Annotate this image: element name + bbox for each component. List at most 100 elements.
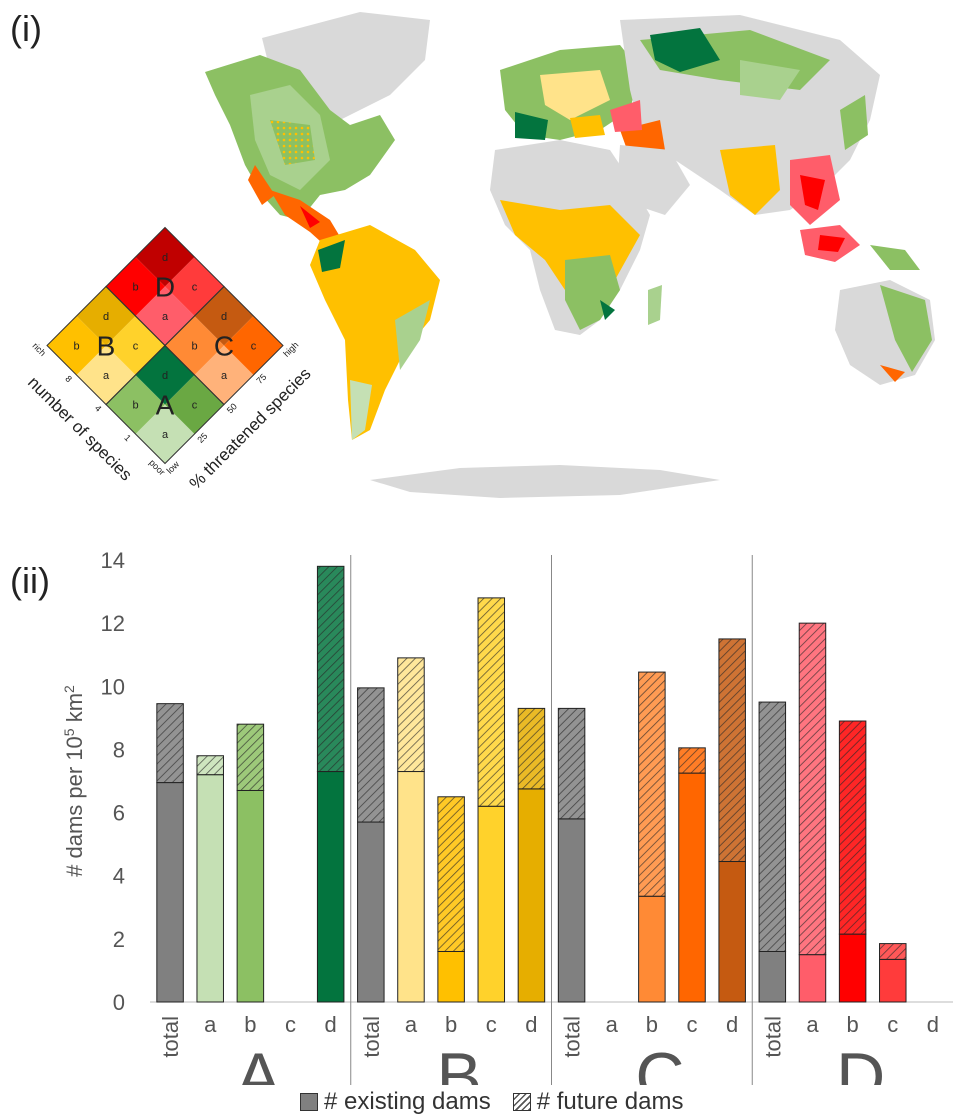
legend-cell-label-C-a: a — [221, 370, 228, 382]
x-group-label-C: C — [635, 1039, 684, 1085]
legend-existing-label: # existing dams — [324, 1088, 491, 1115]
y-tick-label: 10 — [101, 674, 125, 699]
bar-future-C-d — [718, 638, 746, 863]
legend-cell-label-B-a: a — [103, 370, 110, 382]
chart-bars — [156, 565, 907, 1003]
map-south-america — [310, 225, 440, 440]
bar-existing-A-a — [196, 774, 224, 1003]
legend-existing: # existing dams — [300, 1088, 491, 1116]
map-antarctica — [370, 465, 720, 498]
legend-cell-label-D-d: d — [162, 252, 168, 264]
legend-cell-label-D-b: b — [132, 282, 138, 294]
bar-existing-C-c — [678, 772, 706, 1003]
bar-existing-A-b — [236, 789, 265, 1003]
legend-cell-label-B-d: d — [103, 311, 109, 323]
bar-future-A-d — [316, 565, 345, 773]
legend-cell-label-A-d: d — [162, 370, 168, 382]
legend-cell-label-D-a: a — [162, 311, 169, 323]
bar-future-B-c — [477, 597, 506, 807]
bar-existing-D-c — [879, 958, 907, 1003]
x-category-label: a — [204, 1012, 217, 1037]
y-tick-label: 2 — [113, 927, 125, 952]
bar-existing-A-total — [156, 782, 184, 1003]
legend-cell-label-A-a: a — [162, 429, 169, 441]
bar-existing-C-d — [718, 861, 746, 1003]
left-axis-tick: 8 — [63, 374, 74, 385]
right-axis-tick: 25 — [195, 431, 209, 445]
x-category-label: c — [486, 1012, 497, 1037]
bar-future-A-a — [196, 755, 224, 776]
legend-cell-label-B-b: b — [73, 341, 79, 353]
legend-cell-label-A-b: b — [132, 400, 138, 412]
legend-group-outline-D — [105, 226, 225, 347]
left-axis-tick: 4 — [93, 403, 104, 414]
right-axis-tick: high — [281, 340, 300, 359]
x-category-label: a — [806, 1012, 819, 1037]
bar-existing-B-c — [477, 805, 506, 1003]
x-category-label: d — [726, 1012, 738, 1037]
bar-future-A-total — [156, 703, 184, 784]
bar-existing-B-b — [437, 950, 465, 1003]
y-tick-label: 6 — [113, 801, 125, 826]
x-category-label: a — [606, 1012, 619, 1037]
bar-future-D-a — [798, 622, 827, 956]
bar-future-A-b — [236, 723, 265, 791]
y-tick-label: 8 — [113, 737, 125, 762]
bar-existing-B-d — [517, 788, 546, 1003]
bar-existing-B-a — [397, 771, 425, 1003]
x-category-label: b — [445, 1012, 457, 1037]
x-category-label: b — [244, 1012, 256, 1037]
bar-future-B-b — [437, 796, 465, 952]
legend-cell-label-A-c: c — [192, 400, 198, 412]
legend-group-label-C: C — [214, 331, 234, 362]
legend-cell-label-B-c: c — [133, 341, 139, 353]
y-tick-label: 0 — [113, 990, 125, 1015]
x-category-label: b — [847, 1012, 859, 1037]
x-category-label: total — [760, 1016, 785, 1058]
legend-existing-swatch — [300, 1093, 318, 1111]
bar-future-B-d — [517, 707, 546, 790]
x-category-label: total — [560, 1016, 585, 1058]
bar-existing-A-d — [316, 771, 345, 1003]
y-tick-label: 14 — [101, 548, 125, 573]
legend-future-swatch — [512, 1093, 531, 1111]
x-category-label: a — [405, 1012, 418, 1037]
legend-cell-label-C-b: b — [191, 341, 197, 353]
legend-cell-label-D-c: c — [192, 282, 198, 294]
bar-future-D-total — [758, 701, 787, 952]
bar-existing-D-a — [798, 954, 827, 1003]
x-category-label: b — [646, 1012, 658, 1037]
map-continents — [205, 12, 935, 498]
chart-legend: # existing dams # future dams — [300, 1088, 684, 1116]
x-category-label: total — [359, 1016, 384, 1058]
left-axis-tick: 1 — [122, 433, 133, 444]
legend-group-label-B: B — [97, 331, 116, 362]
x-group-label-D: D — [836, 1039, 885, 1085]
x-category-label: c — [887, 1012, 898, 1037]
bar-future-B-a — [397, 657, 425, 773]
x-category-label: d — [927, 1012, 939, 1037]
bar-future-C-b — [638, 671, 666, 897]
x-category-label: c — [285, 1012, 296, 1037]
bar-existing-C-b — [638, 895, 666, 1003]
right-axis-tick: 75 — [254, 372, 268, 386]
bar-future-D-c — [879, 943, 907, 960]
bar-future-B-total — [357, 687, 385, 823]
bar-existing-D-total — [758, 950, 787, 1003]
x-group-label-A: A — [236, 1039, 282, 1085]
bar-existing-B-total — [357, 821, 385, 1003]
y-tick-label: 12 — [101, 611, 125, 636]
legend-group-label-D: D — [155, 272, 175, 303]
panel-ii-label: (ii) — [10, 560, 50, 601]
legend-group-label-A: A — [156, 390, 175, 421]
legend-cell-label-C-c: c — [251, 341, 257, 353]
x-category-label: d — [325, 1012, 337, 1037]
bar-existing-D-b — [838, 933, 867, 1003]
x-category-label: total — [158, 1016, 183, 1058]
x-category-label: d — [525, 1012, 537, 1037]
left-axis-tick: rich — [30, 341, 47, 358]
x-group-label-B: B — [436, 1039, 481, 1085]
